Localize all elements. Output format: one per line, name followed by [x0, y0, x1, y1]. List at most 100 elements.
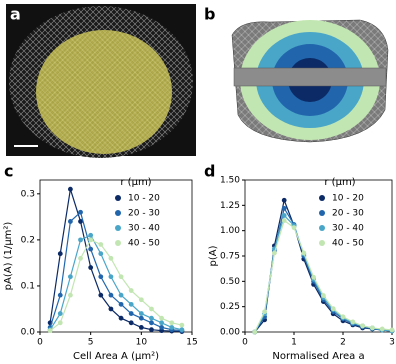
y-axis-label: p(A) [208, 245, 219, 266]
legend-label: 30 - 40 [332, 224, 364, 234]
panel-label: b [204, 5, 215, 24]
data-point [128, 320, 134, 326]
legend-marker [319, 225, 325, 231]
data-point [138, 324, 144, 330]
data-point [78, 219, 83, 224]
series-line [254, 219, 393, 333]
x-tick-label: 0 [242, 338, 248, 348]
legend-label: 20 - 30 [128, 209, 160, 219]
data-point [281, 197, 287, 203]
legend-title: r (μm) [324, 177, 355, 188]
x-axis-label: Normalised Area a [272, 351, 364, 362]
data-point [57, 320, 63, 326]
plot-frame [39, 179, 193, 333]
x-tick-label: 10 [136, 338, 148, 348]
microscopy-image [6, 4, 196, 158]
data-point [252, 329, 258, 335]
legend-label: 20 - 30 [332, 209, 364, 219]
y-tick-label: 0.3 [21, 189, 35, 199]
data-point [138, 297, 144, 303]
data-point [98, 251, 104, 257]
x-tick-label: 15 [186, 338, 197, 348]
data-point [169, 324, 175, 330]
data-point [159, 315, 165, 321]
data-point [149, 306, 154, 312]
data-point [88, 232, 94, 238]
series-line [49, 234, 182, 331]
data-point [88, 237, 94, 243]
legend-label: 40 - 50 [128, 239, 160, 249]
y-tick-label: 0.0 [21, 328, 36, 338]
data-point [179, 327, 185, 333]
data-point [128, 288, 134, 293]
data-point [291, 225, 297, 231]
data-point [68, 186, 73, 192]
data-point [389, 327, 395, 333]
panel-label: a [10, 5, 21, 24]
y-tick-label: 0.1 [21, 281, 35, 291]
data-point [118, 301, 124, 307]
data-point [281, 205, 287, 211]
data-point [138, 315, 144, 321]
y-tick-label: 0.2 [21, 235, 35, 245]
data-point [138, 311, 144, 316]
x-tick-label: 0 [37, 338, 43, 348]
data-point [108, 306, 114, 312]
data-point [98, 242, 104, 247]
data-point [68, 274, 73, 280]
legend-label: 40 - 50 [332, 239, 364, 249]
y-tick-label: 1.00 [220, 226, 240, 236]
plot-frame [244, 179, 393, 333]
data-point [149, 315, 154, 321]
data-point [78, 255, 83, 261]
legend-marker [115, 225, 121, 231]
data-point [57, 311, 63, 316]
y-tick-label: 1.50 [220, 176, 240, 186]
legend-marker [319, 240, 325, 246]
data-point [281, 213, 287, 218]
panel-label: c [4, 162, 13, 181]
legend-label: 10 - 20 [332, 194, 364, 204]
data-point [78, 237, 83, 243]
data-point [330, 306, 336, 312]
legend-marker [115, 240, 121, 246]
legend-title: r (μm) [120, 177, 151, 188]
legend-marker [115, 210, 121, 216]
x-tick-label: 2 [340, 338, 346, 348]
data-point [149, 327, 154, 333]
legend-marker [115, 195, 121, 201]
data-point [159, 320, 165, 326]
series-line [254, 198, 393, 333]
data-point [78, 209, 83, 215]
data-point [272, 250, 277, 256]
data-point [340, 314, 346, 320]
y-tick-label: 0.50 [220, 277, 240, 287]
data-point [118, 315, 124, 321]
data-point [128, 301, 134, 307]
data-point [128, 311, 134, 316]
y-tick-label: 1.25 [220, 201, 240, 211]
data-point [118, 292, 124, 298]
x-tick-label: 3 [389, 338, 395, 348]
legend-marker [319, 195, 325, 201]
data-point [379, 326, 385, 332]
data-point [68, 292, 73, 298]
data-point [301, 250, 307, 256]
data-point [98, 274, 104, 280]
x-tick-label: 5 [88, 338, 94, 348]
legend-label: 10 - 20 [128, 194, 160, 204]
data-point [47, 328, 53, 334]
data-point [321, 293, 326, 298]
data-point [88, 265, 94, 270]
y-tick-label: 0.25 [220, 302, 240, 312]
y-axis-label: pA(A) (1/μm²) [3, 222, 14, 291]
data-point [118, 274, 124, 280]
x-tick-label: 1 [291, 338, 297, 348]
y-tick-label: 0.00 [220, 328, 240, 338]
y-tick-label: 0.75 [220, 252, 240, 262]
data-point [98, 292, 104, 298]
segmentation-image [231, 19, 389, 143]
data-point [281, 218, 287, 223]
data-point [149, 320, 154, 326]
